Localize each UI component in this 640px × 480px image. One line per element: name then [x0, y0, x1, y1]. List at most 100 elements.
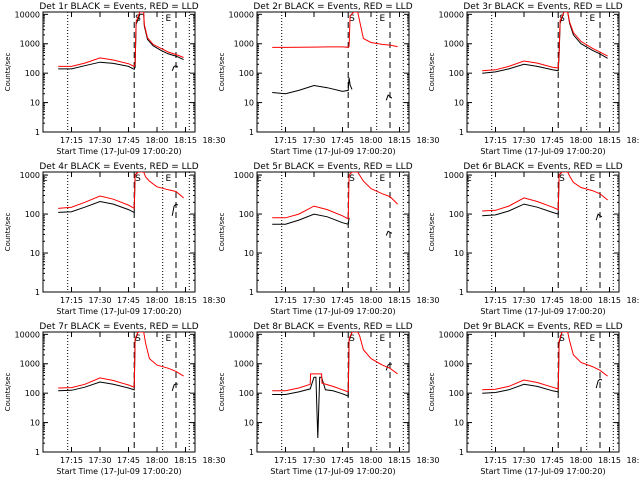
panel-title: Det 9r BLACK = Events, RED = LLD — [463, 322, 622, 332]
plot-frame — [42, 11, 196, 133]
x-tick-label: 17:45 — [331, 296, 354, 305]
series-lld-line — [58, 332, 184, 389]
y-tick-label: 10 — [30, 249, 40, 258]
panel-3: Det 3r BLACK = Events, RED = LLD Counts/s… — [428, 2, 640, 156]
plot-frame — [256, 11, 410, 133]
y-tick-label: 1000 — [234, 40, 254, 49]
y-tick-label: 10 — [244, 419, 254, 428]
y-tick-label: 100 — [239, 389, 254, 398]
x-tick-label: 17:30 — [512, 296, 535, 305]
x-tick-label: 17:45 — [541, 456, 564, 465]
x-tick-label: 17:30 — [302, 296, 325, 305]
panel-9: Det 9r BLACK = Events, RED = LLD Counts/s… — [428, 322, 640, 476]
panel-5: Det 5r BLACK = Events, RED = LLD Counts/s… — [218, 162, 440, 316]
marker-label: E — [380, 14, 386, 24]
series-events-segment — [171, 65, 179, 71]
y-tick-label: 10000 — [439, 330, 464, 339]
y-tick-label: 1 — [249, 128, 254, 137]
x-tick-label: 17:15 — [60, 296, 83, 305]
marker-label: E — [590, 174, 596, 184]
marker-label: E — [166, 174, 172, 184]
y-tick-label: 100 — [239, 210, 254, 219]
panel-title: Det 4r BLACK = Events, RED = LLD — [39, 162, 198, 172]
series-lld-line — [482, 12, 608, 72]
marker-label: E — [166, 334, 172, 344]
x-tick-label: 18:30 — [416, 136, 439, 145]
y-tick-label: 1000 — [444, 360, 464, 369]
x-axis-label: Start Time (17-Jul-09 17:00:20) — [480, 147, 605, 156]
panel-title: Det 6r BLACK = Events, RED = LLD — [463, 162, 622, 172]
x-tick-label: 18:00 — [145, 136, 168, 145]
y-tick-label: 1000 — [234, 360, 254, 369]
plot-frame — [42, 171, 196, 293]
x-tick-label: 18:15 — [598, 456, 621, 465]
series-events-line — [482, 172, 568, 217]
series-lld-line — [58, 12, 184, 68]
y-tick-label: 10000 — [229, 10, 254, 19]
x-tick-label: 18:30 — [202, 296, 225, 305]
series-lld-line — [272, 12, 398, 48]
x-tick-label: 18:15 — [174, 136, 197, 145]
x-tick-label: 18:00 — [145, 456, 168, 465]
y-axis-label: Counts/sec — [4, 213, 12, 252]
x-tick-label: 17:30 — [88, 456, 111, 465]
marker-label: S — [349, 174, 355, 184]
x-tick-label: 17:15 — [274, 136, 297, 145]
x-tick-label: 17:45 — [117, 136, 140, 145]
x-tick-label: 17:15 — [274, 296, 297, 305]
plot-frame — [42, 331, 196, 453]
x-tick-label: 17:15 — [484, 136, 507, 145]
panel-6: Det 6r BLACK = Events, RED = LLD Counts/s… — [428, 162, 640, 316]
marker-label: E — [380, 334, 386, 344]
y-axis-label: Counts/sec — [428, 213, 436, 252]
x-tick-label: 17:30 — [302, 456, 325, 465]
x-tick-label: 17:15 — [484, 296, 507, 305]
y-tick-label: 1 — [35, 288, 40, 297]
x-tick-label: 17:30 — [512, 136, 535, 145]
marker-label: S — [135, 174, 141, 184]
panel-4: Det 4r BLACK = Events, RED = LLD Counts/s… — [4, 162, 226, 316]
series-lld-line — [482, 332, 608, 391]
panel-title: Det 5r BLACK = Events, RED = LLD — [253, 162, 412, 172]
y-tick-label: 10 — [30, 419, 40, 428]
x-tick-label: 17:30 — [88, 136, 111, 145]
x-tick-label: 17:45 — [541, 296, 564, 305]
x-axis-label: Start Time (17-Jul-09 17:00:20) — [480, 307, 605, 316]
marker-label: S — [349, 14, 355, 24]
x-tick-label: 18:30 — [202, 456, 225, 465]
panel-title: Det 7r BLACK = Events, RED = LLD — [39, 322, 198, 332]
series-events-segment — [595, 378, 603, 389]
y-tick-label: 1000 — [234, 171, 254, 180]
marker-label: E — [166, 14, 172, 24]
x-tick-label: 17:30 — [302, 136, 325, 145]
x-tick-label: 18:15 — [388, 296, 411, 305]
panel-title: Det 3r BLACK = Events, RED = LLD — [463, 2, 622, 12]
series-events-line — [58, 13, 184, 70]
y-tick-label: 1 — [35, 128, 40, 137]
marker-label: S — [559, 174, 565, 184]
y-axis-label: Counts/sec — [4, 373, 12, 412]
x-tick-label: 18:00 — [359, 296, 382, 305]
marker-label: E — [590, 334, 596, 344]
y-axis-label: Counts/sec — [218, 373, 226, 412]
plot-frame — [466, 171, 620, 293]
y-tick-label: 1000 — [444, 171, 464, 180]
y-tick-label: 10 — [454, 99, 464, 108]
x-tick-label: 18:00 — [569, 296, 592, 305]
y-tick-label: 1 — [249, 448, 254, 457]
y-tick-label: 1000 — [20, 40, 40, 49]
x-axis-label: Start Time (17-Jul-09 17:00:20) — [480, 467, 605, 476]
x-tick-label: 18:15 — [388, 136, 411, 145]
y-tick-label: 100 — [449, 389, 464, 398]
series-lld-line — [272, 172, 398, 220]
x-tick-label: 17:45 — [331, 456, 354, 465]
marker-label: S — [559, 14, 565, 24]
marker-label: E — [256, 174, 262, 184]
panel-title: Det 8r BLACK = Events, RED = LLD — [253, 322, 412, 332]
y-axis-label: Counts/sec — [4, 53, 12, 92]
x-axis-label: Start Time (17-Jul-09 17:00:20) — [56, 467, 181, 476]
plot-frame — [466, 331, 620, 453]
series-lld-line — [58, 172, 184, 210]
y-tick-label: 100 — [25, 69, 40, 78]
y-tick-label: 1000 — [20, 360, 40, 369]
